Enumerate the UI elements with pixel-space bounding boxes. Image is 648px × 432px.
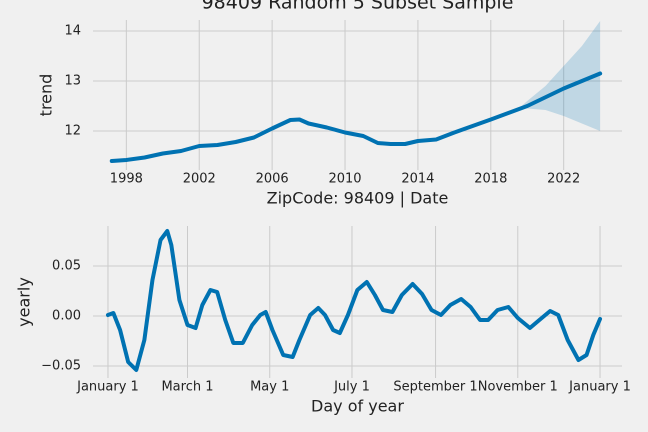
x-tick-label: 2022	[547, 172, 580, 187]
x-tick-label: March 1	[161, 380, 213, 395]
y-tick-label: 14	[64, 24, 81, 39]
x-tick-label: May 1	[250, 380, 289, 395]
line	[105, 229, 603, 372]
x-axis-label: Day of year	[311, 397, 404, 416]
y-tick-label: −0.05	[41, 359, 81, 374]
x-tick-label: January 1	[76, 380, 139, 395]
x-tick-label: September 1	[393, 380, 477, 395]
y-axis-label: yearly	[15, 277, 34, 327]
x-tick-label: 1998	[110, 172, 143, 187]
x-tick-label: 2018	[474, 172, 507, 187]
x-tick-label: 2002	[183, 172, 216, 187]
y-axis-label: trend	[37, 74, 56, 117]
x-tick-label: 2006	[256, 172, 289, 187]
x-tick-label: January 1	[568, 380, 631, 395]
chart-title: 98409 Random 5 Subset Sample	[202, 0, 514, 14]
uncertainty-band	[518, 21, 601, 131]
x-tick-label: 2010	[328, 172, 361, 187]
y-tick-label: 0.05	[52, 259, 81, 274]
y-tick-label: 0.00	[52, 309, 81, 324]
x-tick-label: November 1	[478, 380, 558, 395]
x-tick-label: 2014	[401, 172, 434, 187]
y-tick-label: 12	[64, 124, 81, 139]
x-axis-label: ZipCode: 98409 | Date	[267, 189, 449, 208]
y-tick-label: 13	[64, 74, 81, 89]
x-tick-label: July 1	[333, 380, 370, 395]
line	[109, 71, 603, 163]
